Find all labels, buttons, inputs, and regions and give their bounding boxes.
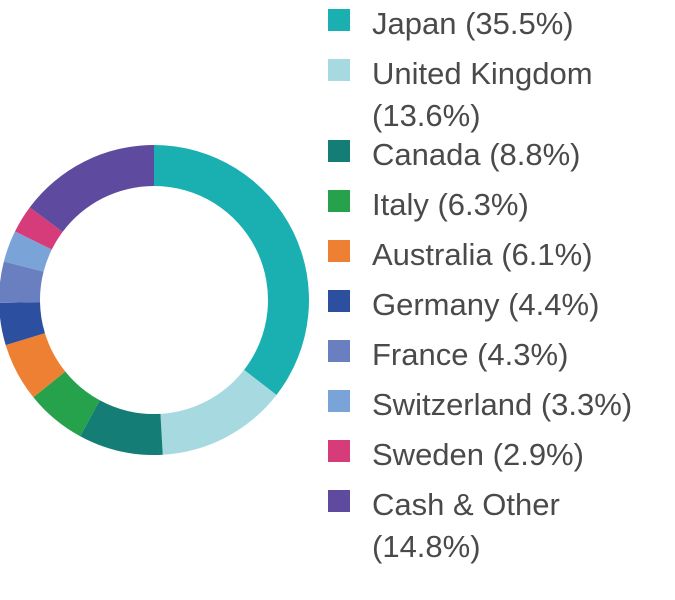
donut-slice-australia <box>5 333 66 398</box>
legend-label: Japan (35.5%) <box>372 6 574 41</box>
donut-chart <box>0 145 309 455</box>
legend-label: Cash & Other (14.8%) <box>372 487 560 564</box>
donut-slice-united-kingdom <box>160 369 277 455</box>
legend-label: Sweden (2.9%) <box>372 437 584 472</box>
donut-slice-sweden <box>15 207 63 250</box>
legend-swatch <box>328 140 350 162</box>
legend-label: Germany (4.4%) <box>372 287 600 322</box>
legend-label: France (4.3%) <box>372 337 569 372</box>
donut-slice-italy <box>33 371 100 437</box>
legend-swatch <box>328 9 350 31</box>
legend-label: Switzerland (3.3%) <box>372 387 633 422</box>
legend-swatch <box>328 390 350 412</box>
legend-label: Canada (8.8%) <box>372 137 581 172</box>
legend-label: United Kingdom (13.6%) <box>372 56 593 133</box>
legend-swatch <box>328 290 350 312</box>
legend-label: Italy (6.3%) <box>372 187 529 222</box>
donut-slice-cash-and-other <box>29 145 154 232</box>
donut-slice-germany <box>0 302 45 346</box>
legend-swatch <box>328 440 350 462</box>
donut-slice-japan <box>154 145 309 396</box>
legend-swatch <box>328 490 350 512</box>
legend-label: Australia (6.1%) <box>372 237 593 272</box>
legend-swatch <box>328 240 350 262</box>
legend-swatch <box>328 190 350 212</box>
donut-slice-france <box>0 261 44 303</box>
donut-slice-switzerland <box>3 231 52 272</box>
legend-swatch <box>328 59 350 81</box>
legend-swatch <box>328 340 350 362</box>
donut-slice-canada <box>80 400 163 455</box>
